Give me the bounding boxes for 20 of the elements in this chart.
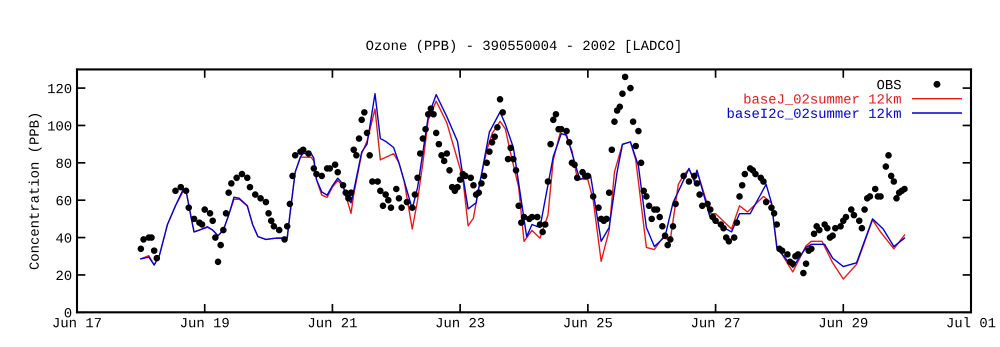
y-axis-title: Concentration (PPB) [28,114,42,270]
y-tick-label: 0 [64,308,72,318]
legend-label: baseI2c_02summer 12km [728,108,901,120]
x-tick-label: Jun 19 [180,318,229,328]
x-tick-label: Jun 29 [819,318,868,328]
y-tick-label: 120 [48,84,72,94]
x-tick-label: Jun 25 [564,318,612,328]
y-tick-label: 40 [56,233,72,243]
y-tick-label: 20 [56,270,72,280]
legend-label: OBS [877,80,901,90]
x-tick-label: Jun 23 [436,318,484,328]
x-tick-label: Jun 27 [692,318,740,328]
y-tick-label: 60 [56,196,72,206]
x-tick-label: Jun 21 [308,318,357,328]
x-tick-label: Jul 01 [947,317,996,328]
y-tick-label: 80 [56,158,72,168]
legend-label: baseJ_02summer 12km [744,93,901,106]
x-tick-label: Jun 17 [53,318,101,328]
y-tick-label: 100 [48,121,72,131]
chart-title: Ozone (PPB) - 390550004 - 2002 [LADCO] [366,40,680,53]
